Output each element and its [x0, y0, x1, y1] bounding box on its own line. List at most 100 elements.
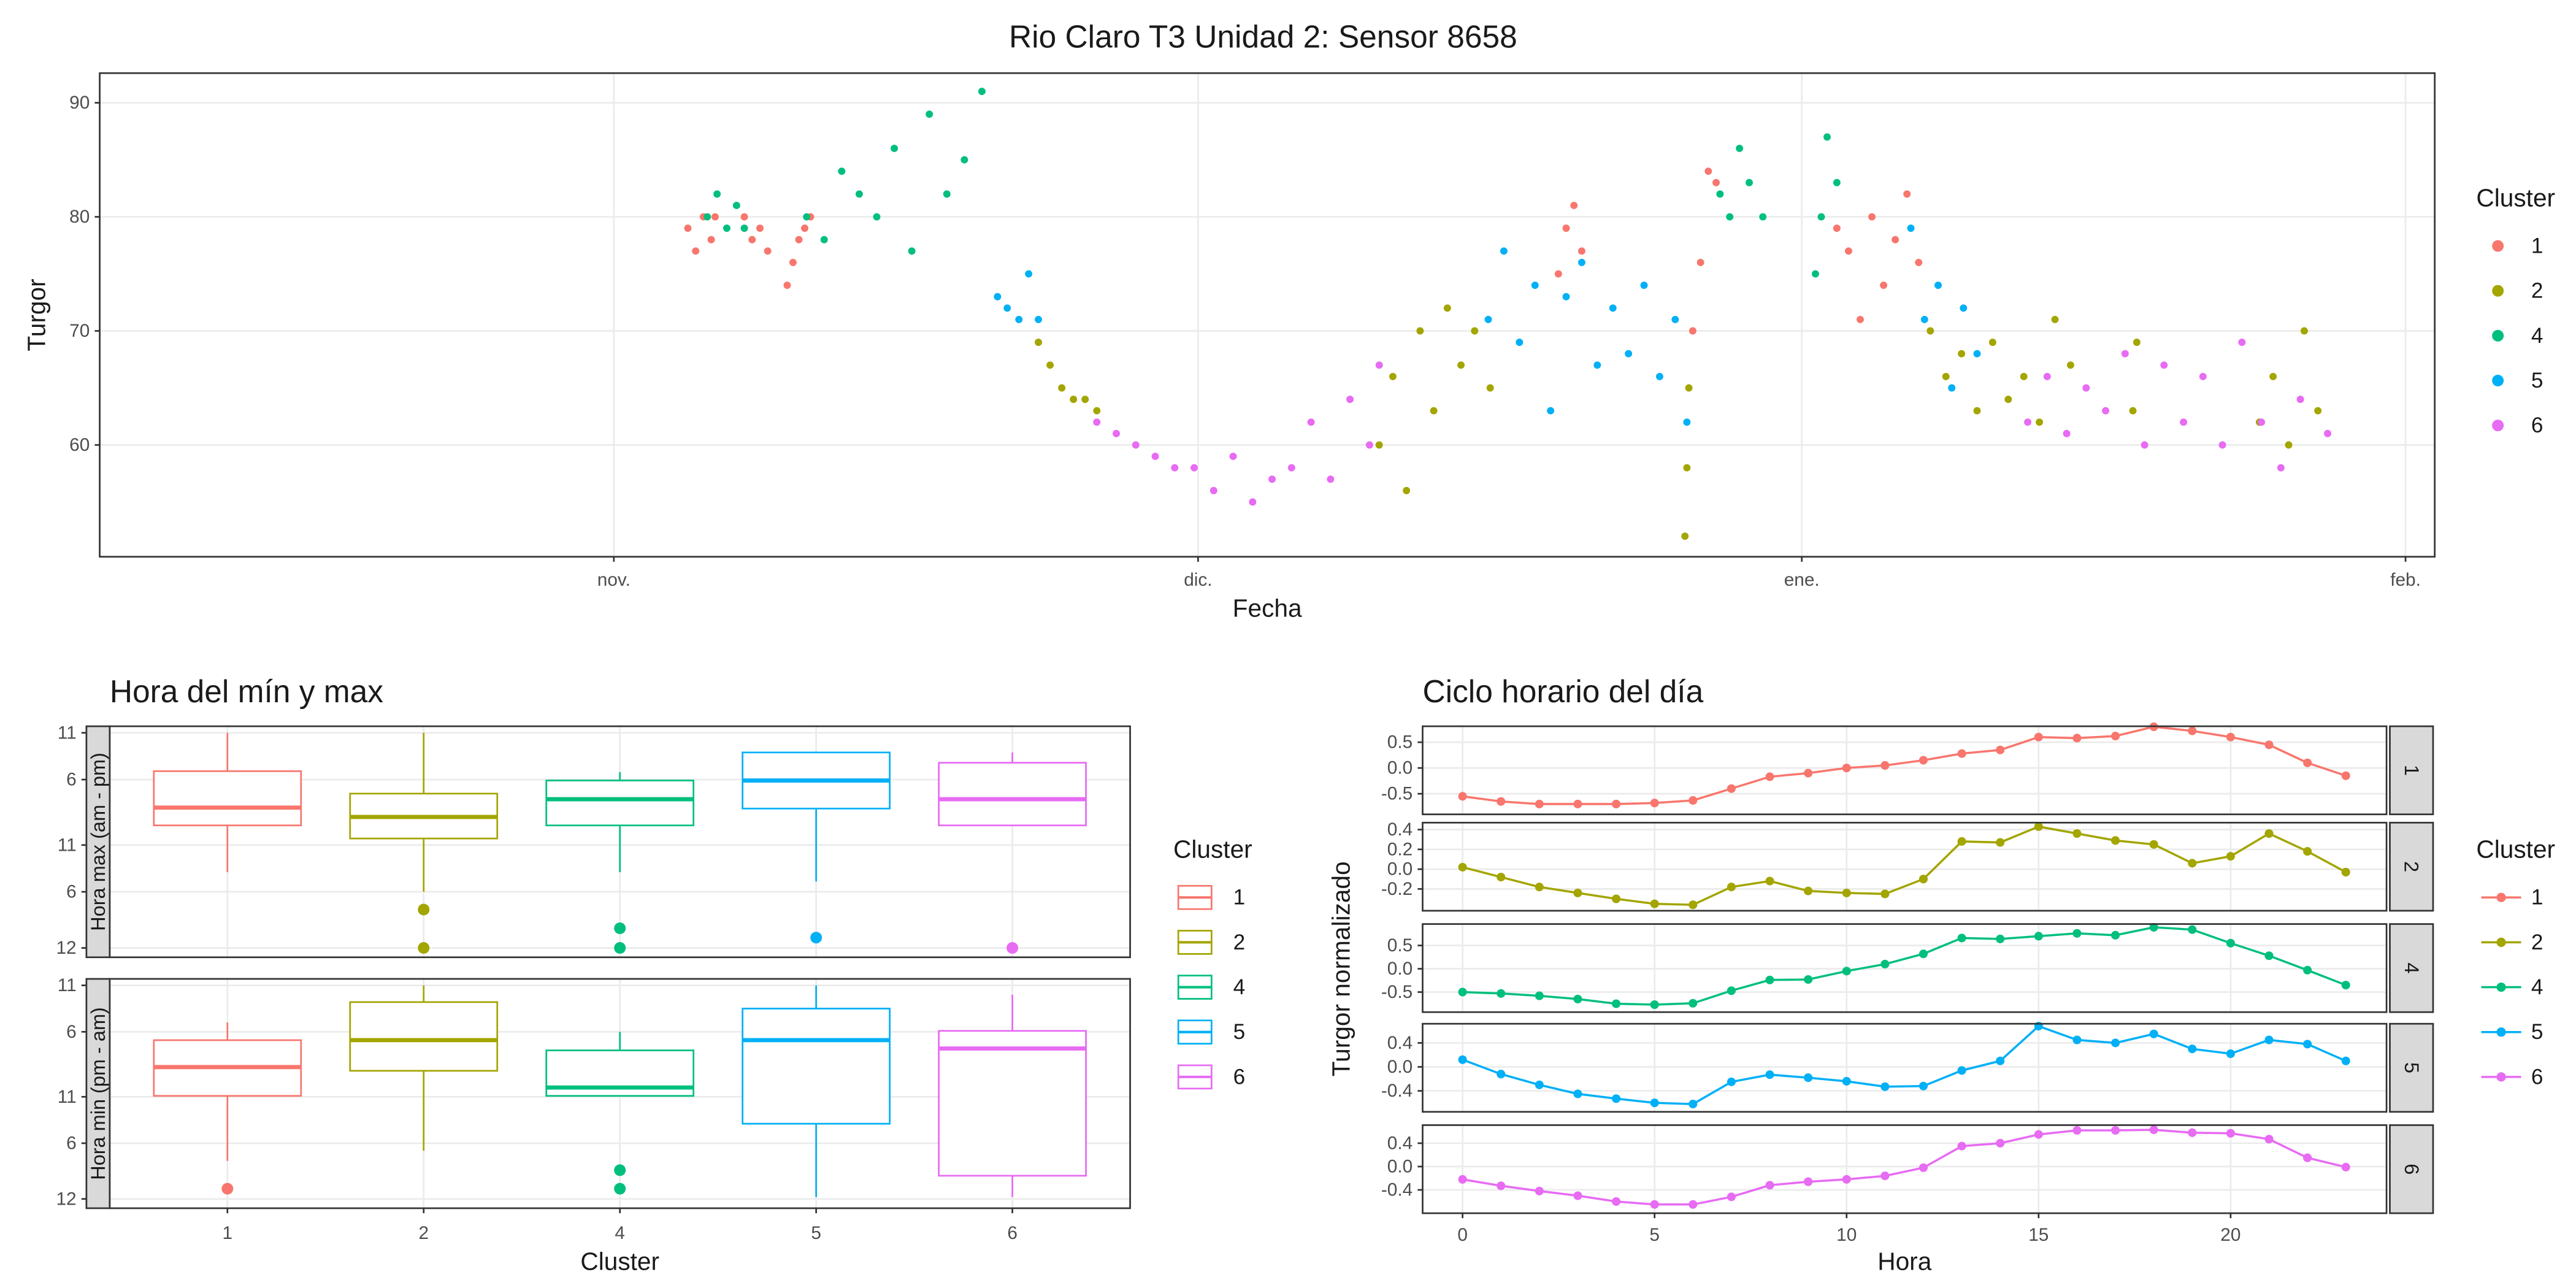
data-point — [1988, 339, 1996, 347]
data-point — [1842, 764, 1851, 773]
data-point — [2258, 418, 2266, 426]
data-point — [1046, 361, 1054, 369]
legend-label: 4 — [1233, 975, 1246, 999]
data-point — [1704, 167, 1712, 175]
chart-title: Ciclo horario del día — [1422, 673, 1703, 709]
legend-key — [2496, 1027, 2506, 1037]
data-point — [707, 236, 715, 243]
data-point — [1003, 304, 1011, 312]
data-point — [1957, 837, 1966, 846]
y-tick-label: 12 — [56, 938, 76, 958]
data-point — [1375, 361, 1383, 369]
data-point — [2264, 1035, 2274, 1045]
data-point — [1689, 796, 1698, 805]
data-point — [1516, 339, 1524, 347]
data-point — [1287, 464, 1295, 472]
data-point — [2034, 1130, 2043, 1139]
x-tick-label: nov. — [597, 570, 631, 590]
panel — [1422, 822, 2387, 911]
data-point — [2149, 840, 2158, 849]
data-point — [891, 145, 899, 152]
line — [1462, 926, 2347, 1006]
data-point — [1915, 258, 1923, 266]
data-point — [1671, 315, 1679, 323]
panel-border — [1422, 821, 2388, 912]
data-point — [1811, 270, 1819, 278]
data-point — [2149, 1125, 2158, 1135]
x-tick-label: feb. — [2390, 570, 2421, 590]
data-point — [1268, 475, 1276, 483]
legend-key — [2492, 240, 2504, 252]
facet-label: 1 — [2401, 765, 2423, 776]
data-point — [1868, 213, 1876, 221]
data-point — [1535, 1080, 1544, 1089]
y-tick-label: -0.5 — [1381, 784, 1413, 804]
data-point — [1640, 282, 1648, 289]
data-point — [740, 213, 748, 221]
data-point — [1650, 1000, 1659, 1010]
data-point — [855, 190, 863, 198]
box — [349, 1001, 499, 1072]
legend-label: 2 — [2531, 930, 2543, 954]
y-tick-label: 0.4 — [1387, 1133, 1413, 1153]
facet-label: Hora min (pm - am) — [87, 1007, 109, 1180]
data-point — [1573, 888, 1582, 897]
data-point — [1727, 784, 1736, 793]
outlier — [614, 1183, 626, 1195]
data-point — [1497, 1181, 1506, 1190]
data-point — [1804, 1073, 1813, 1083]
data-point — [1996, 838, 2005, 847]
data-point — [756, 224, 764, 232]
y-axis-title: Turgor — [23, 278, 51, 351]
data-point — [2341, 1056, 2350, 1065]
data-point — [1443, 304, 1451, 312]
data-point — [2341, 867, 2350, 877]
y-tick-label: 11 — [58, 1087, 77, 1107]
data-point — [2226, 732, 2235, 742]
data-point — [1919, 875, 1928, 884]
data-point — [1650, 799, 1659, 808]
data-point — [1689, 327, 1696, 335]
data-point — [978, 88, 986, 95]
x-tick-label: 1 — [223, 1223, 233, 1243]
x-tick-label: ene. — [1784, 570, 1820, 590]
x-axis-title: Hora — [1877, 1248, 1931, 1276]
data-point — [1880, 1082, 1890, 1091]
panel-border — [99, 72, 2436, 558]
data-point — [703, 213, 711, 221]
data-point — [1804, 769, 1813, 778]
data-point — [1209, 486, 1217, 494]
x-tick-label: 10 — [1836, 1225, 1857, 1245]
data-point — [1625, 350, 1633, 358]
legend-label: 4 — [2531, 975, 2543, 999]
data-point — [783, 282, 791, 289]
data-point — [2188, 726, 2197, 735]
data-point — [1577, 247, 1585, 255]
outlier — [221, 1183, 234, 1195]
legend-label: 6 — [2531, 1065, 2543, 1089]
legend-key — [2496, 937, 2506, 947]
legend-key — [2492, 375, 2504, 386]
legend-key — [2496, 982, 2506, 992]
data-point — [789, 258, 797, 266]
data-point — [1612, 1094, 1621, 1103]
x-axis-title: Fecha — [1233, 594, 1302, 623]
data-point — [723, 224, 730, 232]
data-point — [1025, 270, 1033, 278]
data-point — [795, 236, 803, 243]
data-point — [2188, 859, 2197, 868]
line — [1462, 726, 2347, 805]
data-point — [2324, 429, 2332, 437]
data-point — [684, 224, 692, 232]
data-point — [2341, 981, 2350, 990]
data-point — [1458, 987, 1467, 997]
data-point — [1535, 883, 1544, 892]
legend-title: Cluster — [2476, 835, 2555, 864]
facet-label: 5 — [2401, 1062, 2423, 1073]
data-point — [2063, 429, 2071, 437]
data-point — [2020, 372, 2028, 380]
line — [1462, 1129, 2347, 1206]
data-point — [1957, 749, 1966, 758]
y-tick-label: 80 — [69, 207, 90, 227]
